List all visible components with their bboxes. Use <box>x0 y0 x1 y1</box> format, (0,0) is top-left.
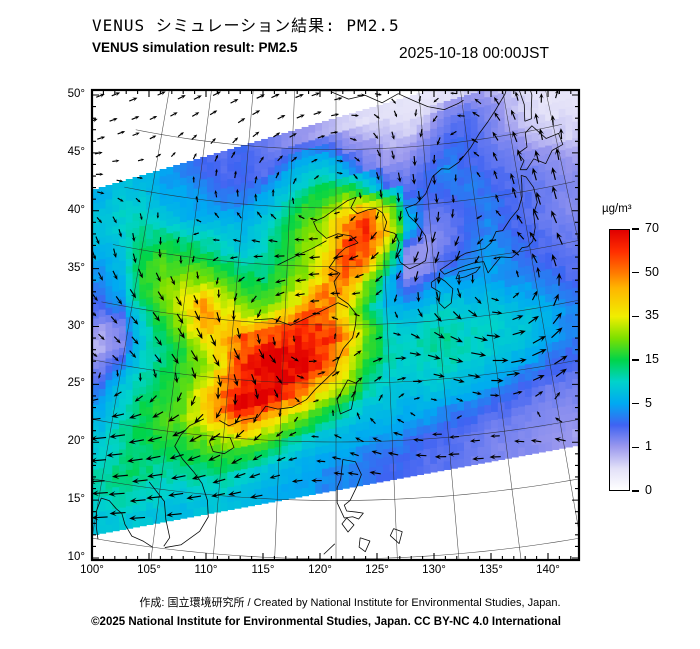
latitude-tick-label: 25° <box>67 377 85 390</box>
copyright-line: ©2025 National Institute for Environment… <box>91 616 561 628</box>
colorbar-tick <box>632 228 639 230</box>
colorbar-tick <box>632 315 639 318</box>
latitude-tick-label: 30° <box>67 319 85 332</box>
latitude-tick-label: 45° <box>67 145 85 158</box>
longitude-tick-label: 110° <box>194 564 218 576</box>
longitude-tick-label: 135° <box>479 564 503 576</box>
longitude-tick-label: 100° <box>80 564 104 576</box>
colorbar-tick-label: 0 <box>645 483 652 497</box>
colorbar-gradient <box>609 229 630 491</box>
credit-line: 作成: 国立環境研究所 / Created by National Instit… <box>139 597 561 609</box>
longitude-tick-label: 140° <box>536 564 560 576</box>
colorbar-tick-label: 5 <box>645 395 652 410</box>
colorbar-tick <box>632 271 639 274</box>
latitude-tick-label: 15° <box>67 493 85 506</box>
latitude-tick-label: 35° <box>67 261 85 274</box>
colorbar-tick <box>632 490 639 492</box>
longitude-tick-label: 130° <box>422 564 446 576</box>
longitude-tick-label: 105° <box>137 564 161 576</box>
latitude-tick-label: 40° <box>67 203 85 216</box>
colorbar: µg/m³ 70 50 35 15 5 1 0 <box>602 203 699 503</box>
colorbar-tick-label: 50 <box>645 264 659 279</box>
longitude-tick-label: 125° <box>365 564 389 576</box>
latitude-tick-label: 50° <box>67 88 85 100</box>
colorbar-tick <box>632 359 639 361</box>
latitude-tick-label: 20° <box>67 435 85 448</box>
colorbar-tick-label: 15 <box>645 352 659 366</box>
colorbar-unit-label: µg/m³ <box>602 203 632 215</box>
colorbar-tick-label: 70 <box>645 221 659 235</box>
colorbar-tick-label: 1 <box>645 439 652 454</box>
colorbar-tick <box>632 446 639 449</box>
longitude-tick-label: 120° <box>308 564 332 576</box>
longitude-tick-label: 115° <box>251 564 275 576</box>
colorbar-tick-label: 35 <box>645 308 659 323</box>
latitude-tick-label: 10° <box>67 551 85 563</box>
colorbar-tick <box>632 402 639 405</box>
